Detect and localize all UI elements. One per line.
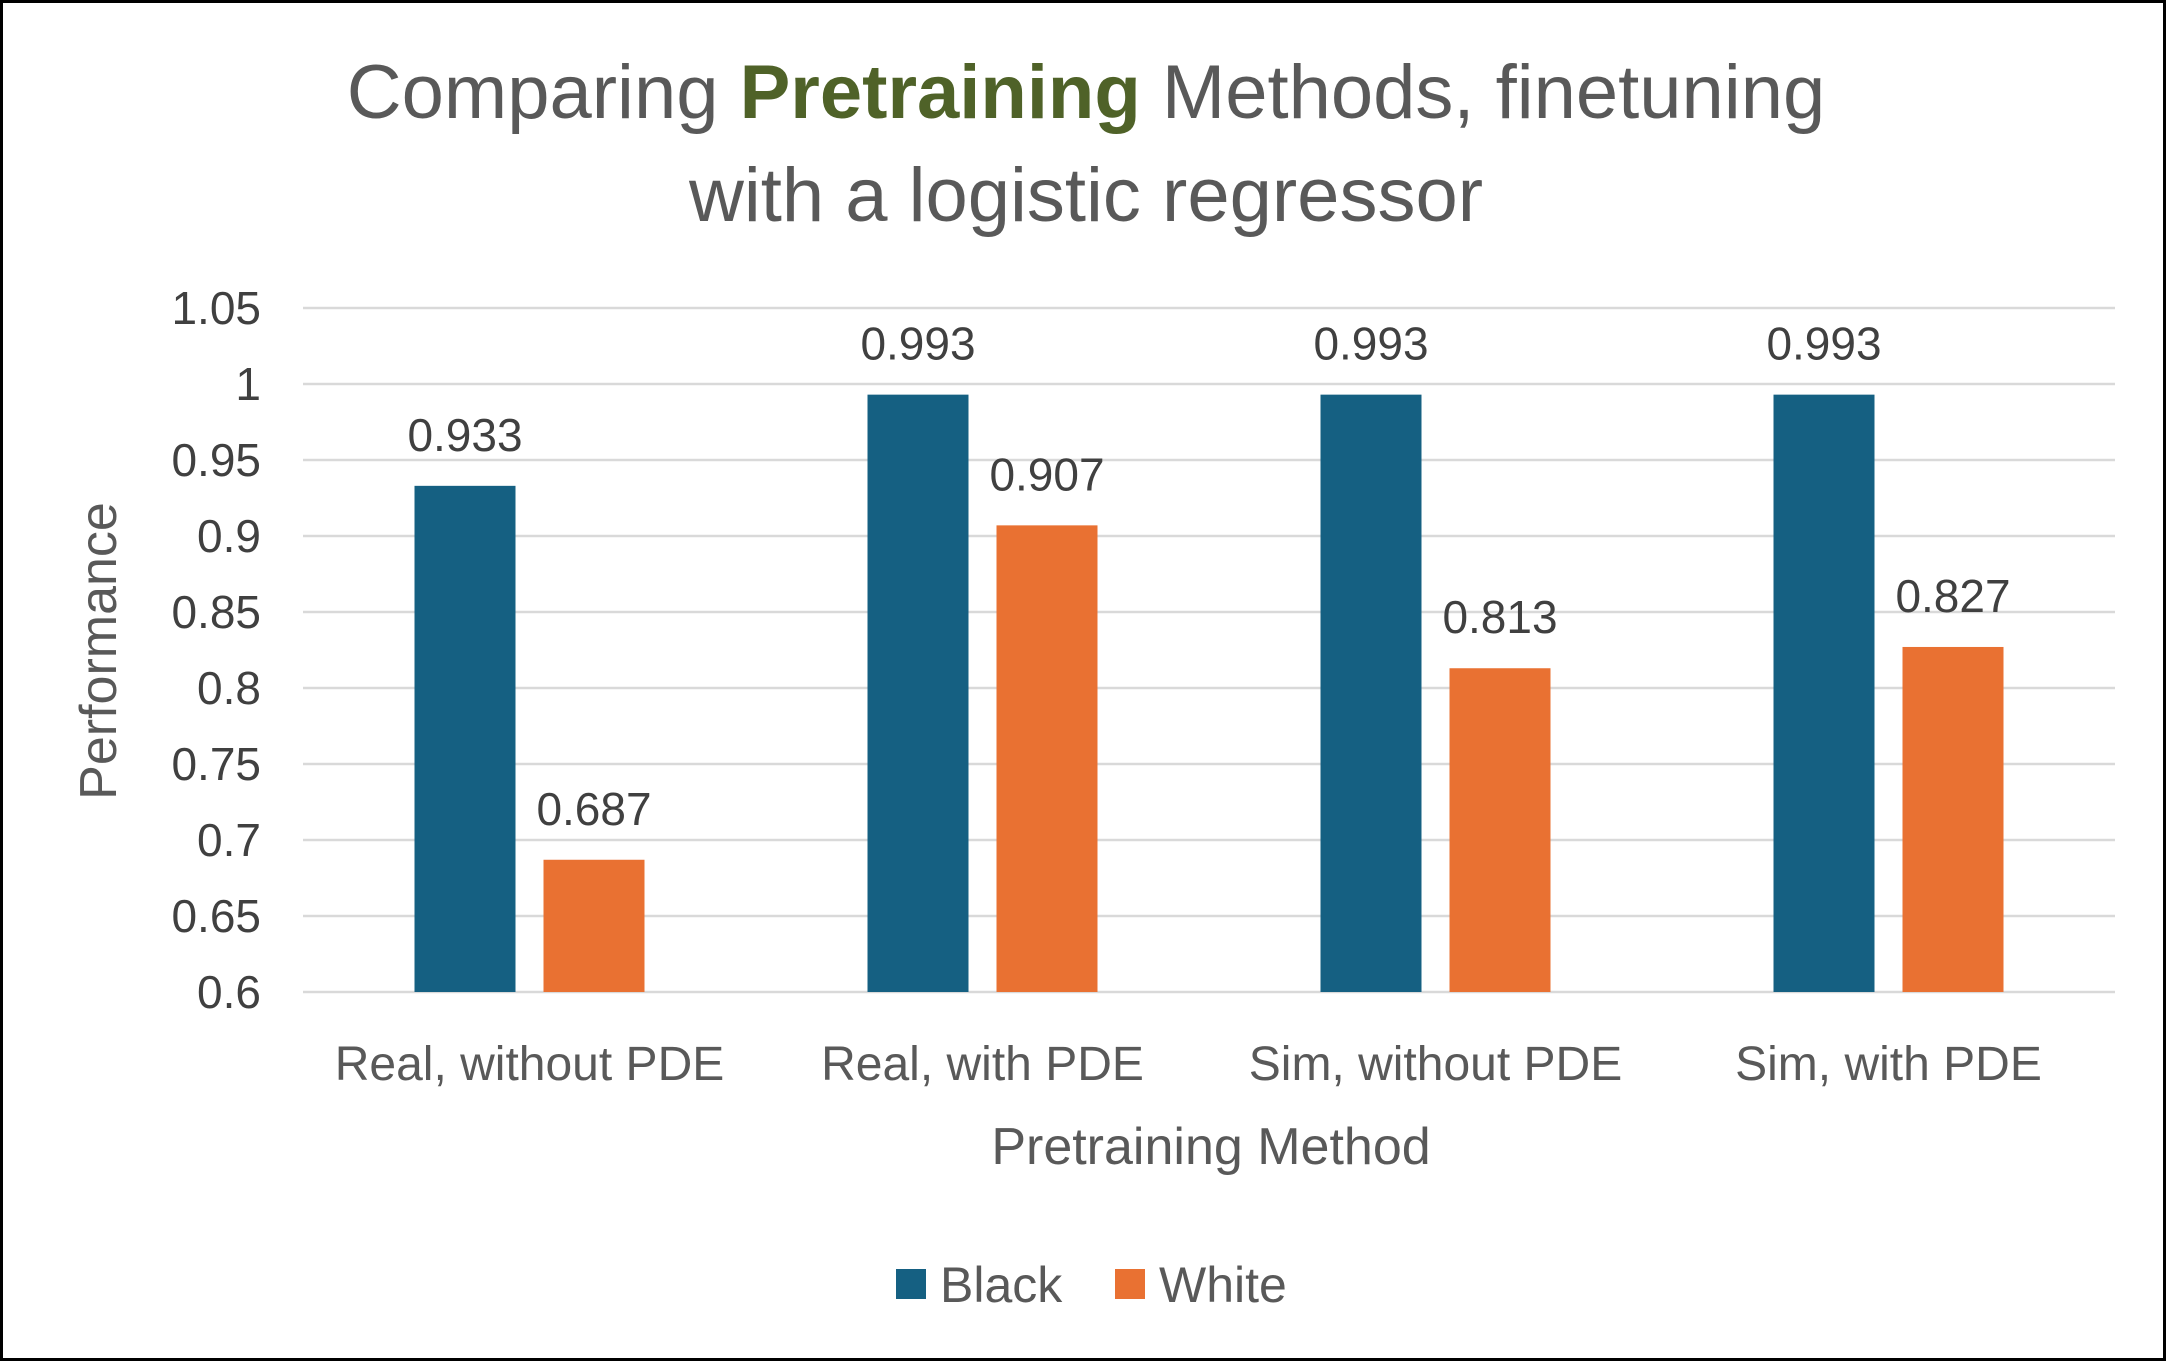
chart-title-line2: with a logistic regressor (688, 153, 1483, 238)
legend-label-white: White (1159, 1257, 1287, 1313)
chart-title-highlight: Pretraining (740, 50, 1141, 135)
data-label: 0.687 (536, 783, 651, 835)
legend-label-black: Black (940, 1257, 1063, 1313)
y-axis-title: Performance (70, 502, 128, 800)
y-tick-label: 0.8 (197, 662, 261, 714)
legend-swatch-black (896, 1269, 926, 1299)
y-tick-label: 0.7 (197, 814, 261, 866)
bar-chart: Comparing Pretraining Methods, finetunin… (70, 50, 2115, 1313)
x-axis-categories: Real, without PDE Real, with PDE Sim, with… (335, 1038, 2042, 1091)
legend-swatch-white (1115, 1269, 1145, 1299)
x-tick-label: Real, with PDE (821, 1038, 1144, 1091)
y-tick-label: 1.05 (171, 282, 261, 334)
data-label: 0.827 (1895, 570, 2010, 622)
bar-black (867, 394, 969, 992)
bar-white (1449, 668, 1551, 992)
data-label: 0.813 (1442, 591, 1557, 643)
bar-white (543, 859, 645, 992)
data-labels: 0.933 0.687 0.993 0.907 0.993 0.813 0.993 0.827 (407, 318, 2010, 835)
chart-title-line1: Comparing Pretraining Methods, finetunin… (347, 50, 1826, 135)
data-label: 0.993 (1766, 318, 1881, 370)
data-label: 0.907 (989, 448, 1104, 500)
bar-black (414, 485, 516, 992)
y-tick-label: 0.6 (197, 966, 261, 1018)
chart-title-part1: Comparing (347, 50, 740, 135)
bars (414, 394, 2004, 992)
y-axis-ticks: 0.6 0.65 0.7 0.75 0.8 0.85 0.9 0.95 1 1.05 (171, 282, 261, 1018)
chart-title-part2: Methods, finetuning (1141, 50, 1825, 135)
y-tick-label: 0.65 (171, 890, 261, 942)
bar-white (996, 525, 1098, 992)
x-tick-label: Sim, with PDE (1735, 1038, 2042, 1091)
bar-black (1773, 394, 1875, 992)
y-tick-label: 0.95 (171, 434, 261, 486)
y-tick-label: 0.85 (171, 586, 261, 638)
bar-black (1320, 394, 1422, 992)
x-tick-label: Sim, without PDE (1249, 1038, 1622, 1091)
x-tick-label: Real, without PDE (335, 1038, 725, 1091)
data-label: 0.933 (407, 409, 522, 461)
data-label: 0.993 (860, 318, 975, 370)
data-label: 0.993 (1313, 318, 1428, 370)
y-tick-label: 0.75 (171, 738, 261, 790)
x-axis-title: Pretraining Method (991, 1118, 1430, 1176)
legend: Black White (896, 1257, 1287, 1313)
y-tick-label: 0.9 (197, 510, 261, 562)
bar-white (1902, 646, 2004, 992)
y-tick-label: 1 (235, 358, 261, 410)
